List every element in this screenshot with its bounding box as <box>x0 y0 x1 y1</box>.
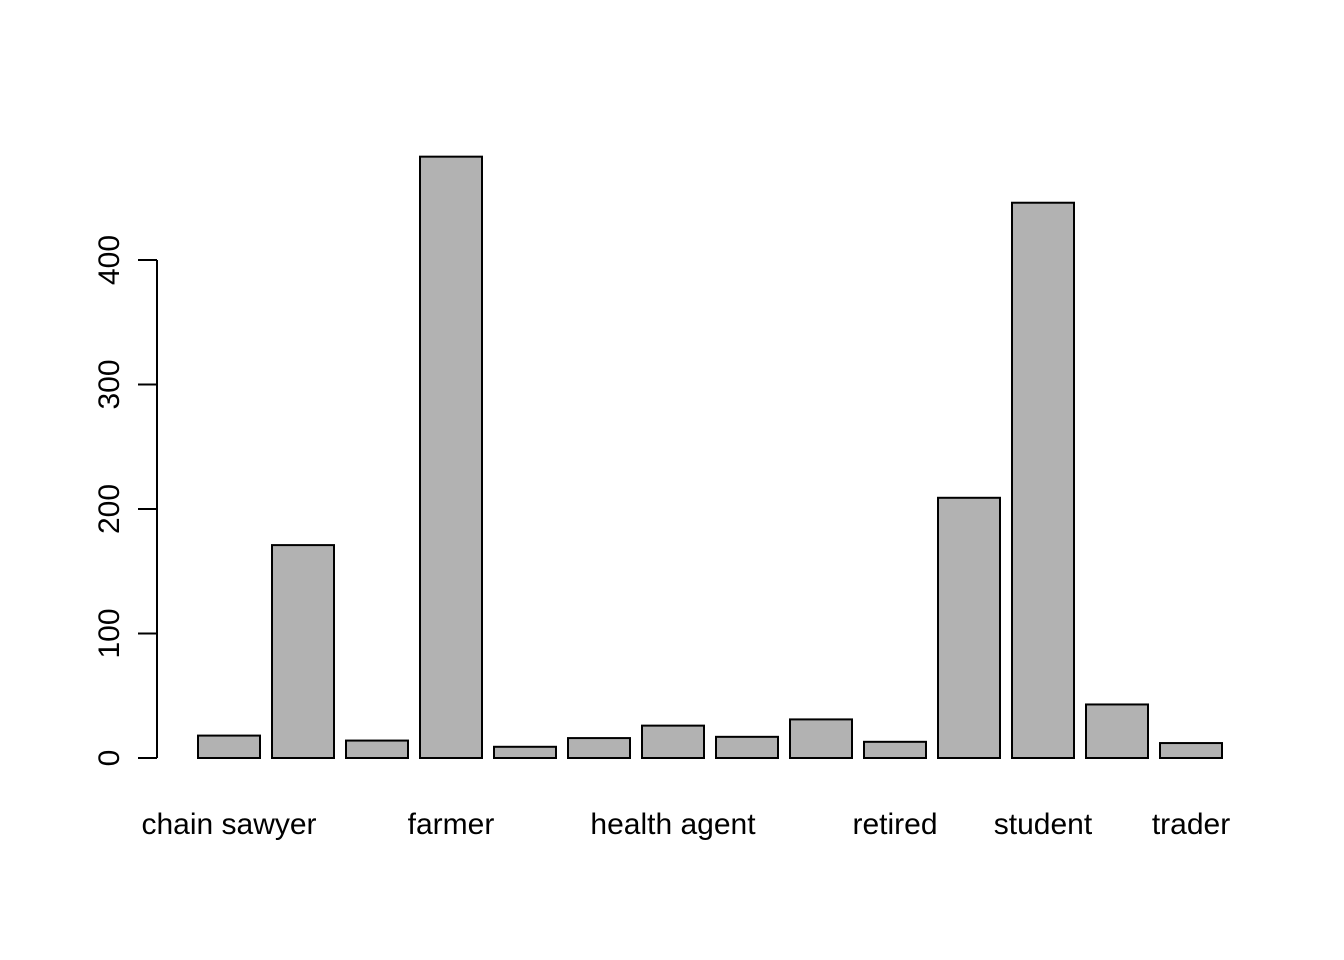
bar <box>197 734 261 760</box>
bar <box>715 735 779 760</box>
x-tick-label: farmer <box>408 808 495 841</box>
x-tick-label: chain sawyer <box>141 808 316 841</box>
bar <box>271 544 335 759</box>
bar <box>345 739 409 760</box>
x-tick-label: health agent <box>590 808 756 841</box>
bar <box>641 724 705 760</box>
y-tick-label: 300 <box>93 359 126 409</box>
bar <box>1011 201 1075 760</box>
y-axis: 0 100 200 300 400 <box>93 235 158 767</box>
x-tick-label: retired <box>852 808 937 841</box>
bars <box>197 155 1223 760</box>
y-tick-label: 100 <box>93 608 126 658</box>
y-tick-label: 200 <box>93 484 126 534</box>
x-tick-label: student <box>994 808 1093 841</box>
bar <box>493 745 557 759</box>
bar <box>1159 742 1223 759</box>
y-tick-label: 400 <box>93 235 126 285</box>
bar <box>1085 703 1149 760</box>
x-tick-label: trader <box>1152 808 1230 841</box>
x-axis-labels: chain sawyer farmer health agent retired stu… <box>141 808 1230 841</box>
bar <box>863 740 927 760</box>
bar <box>937 496 1001 759</box>
bar <box>789 718 853 760</box>
bar <box>419 155 483 760</box>
y-tick-label: 0 <box>93 750 126 767</box>
bar <box>567 737 631 760</box>
